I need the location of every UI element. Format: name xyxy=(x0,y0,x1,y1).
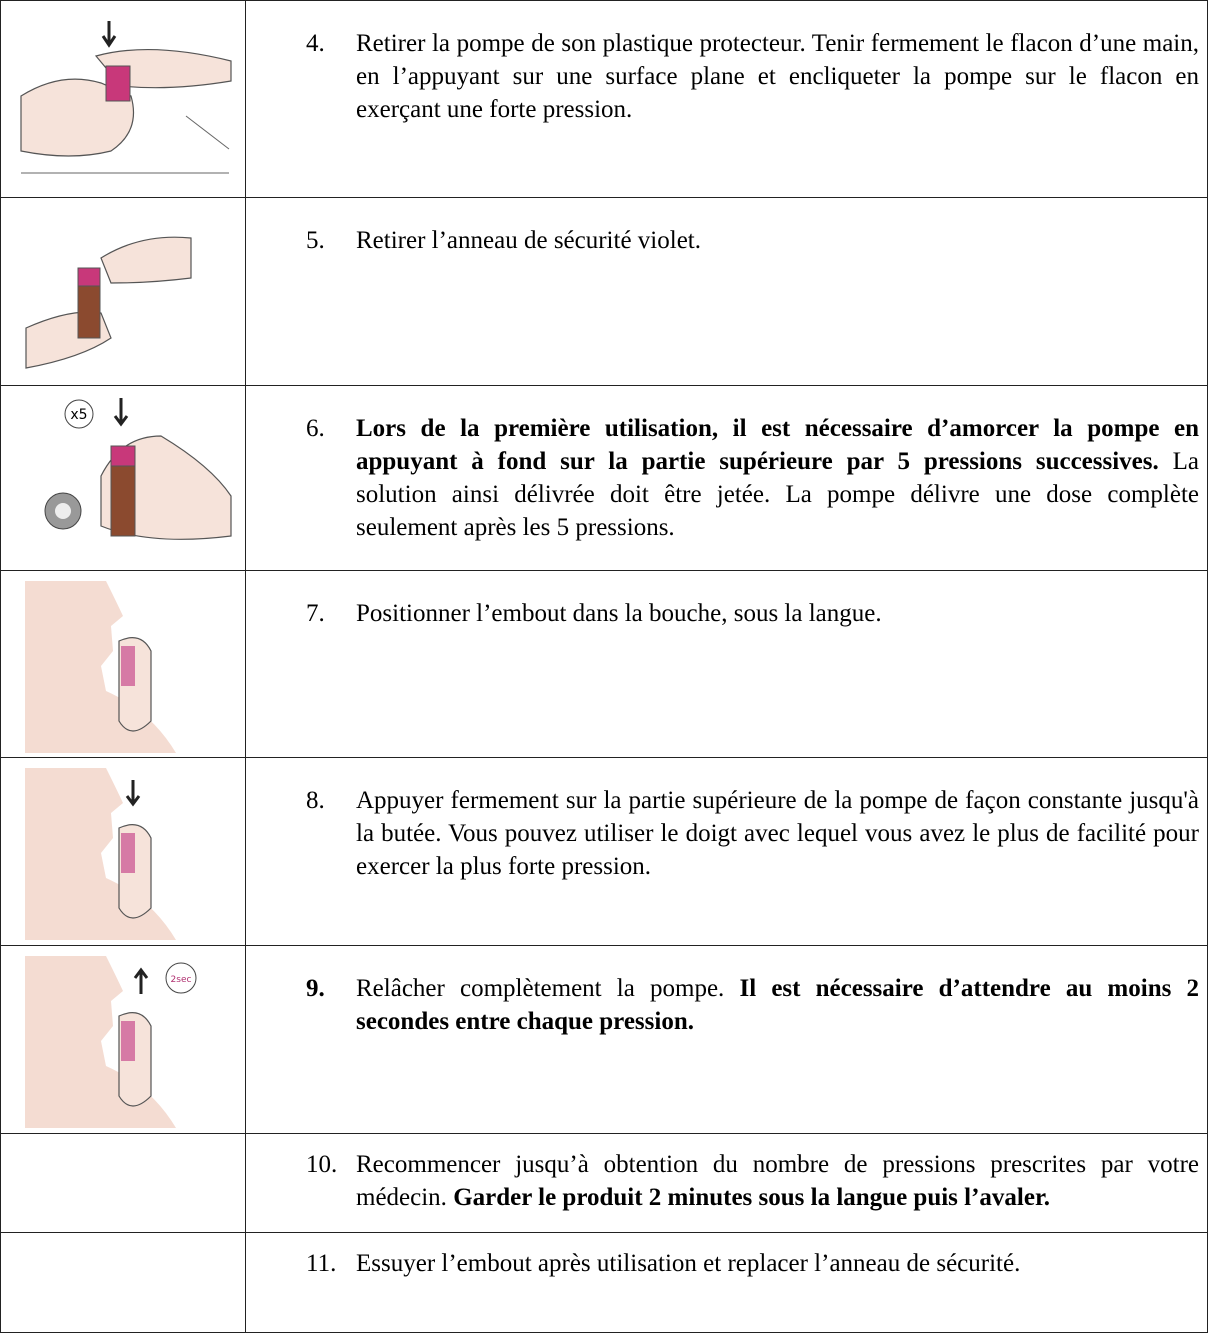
item-number: 11. xyxy=(306,1250,337,1277)
item-text: Positionner l’embout dans la bouche, sou… xyxy=(356,597,1199,630)
illustration-cell xyxy=(0,0,246,198)
text-run: Appuyer fermement sur la partie supérieu… xyxy=(356,787,1199,880)
text-run: Retirer la pompe de son plastique protec… xyxy=(356,30,1199,123)
list-item: 11. Essuyer l’embout après utilisation et… xyxy=(246,1247,1199,1280)
item-text: Essuyer l’embout après utilisation et re… xyxy=(356,1247,1199,1280)
text-cell: 8. Appuyer fermement sur la partie supéri… xyxy=(245,757,1208,946)
item-number: 7. xyxy=(306,600,325,627)
list-item: 4. Retirer la pompe de son plastique prot… xyxy=(246,27,1199,126)
illustration-cell xyxy=(0,570,246,758)
item-number: 4. xyxy=(306,30,325,57)
illustration-cell: 2sec xyxy=(0,945,246,1134)
item-text: Relâcher complètement la pompe. Il est n… xyxy=(356,972,1199,1038)
list-item: 8. Appuyer fermement sur la partie supéri… xyxy=(246,784,1199,883)
item-number: 6. xyxy=(306,415,325,442)
text-cell: 11. Essuyer l’embout après utilisation et… xyxy=(245,1232,1208,1333)
row: 11. Essuyer l’embout après utilisation et… xyxy=(0,1232,1208,1333)
text-cell: 4. Retirer la pompe de son plastique prot… xyxy=(245,0,1208,198)
text-cell: 7. Positionner l’embout dans la bouche, s… xyxy=(245,570,1208,758)
item-number: 5. xyxy=(306,227,325,254)
row: 5. Retirer l’anneau de sécurité violet. xyxy=(0,197,1208,386)
text-run: Il est nécessaire d’attendre au moins 2 … xyxy=(356,975,1199,1035)
item-text: Appuyer fermement sur la partie supérieu… xyxy=(356,784,1199,883)
row: x5 6. Lors de la première utilisation, il… xyxy=(0,385,1208,571)
list-item: 7. Positionner l’embout dans la bouche, s… xyxy=(246,597,1199,630)
text-cell: 6. Lors de la première utilisation, il es… xyxy=(245,385,1208,571)
text-cell: 10. Recommencer jusqu’à obtention du nomb… xyxy=(245,1133,1208,1233)
item-number: 8. xyxy=(306,787,325,814)
item-text: Retirer l’anneau de sécurité violet. xyxy=(356,224,1199,257)
illustration xyxy=(25,236,192,369)
row: 4. Retirer la pompe de son plastique prot… xyxy=(0,0,1208,198)
item-text: Retirer la pompe de son plastique protec… xyxy=(356,27,1199,126)
list-item: 5. Retirer l’anneau de sécurité violet. xyxy=(246,224,1199,257)
item-text: Recommencer jusqu’à obtention du nombre … xyxy=(356,1148,1199,1214)
list-item: 10. Recommencer jusqu’à obtention du nomb… xyxy=(246,1148,1199,1214)
row: 7. Positionner l’embout dans la bouche, s… xyxy=(0,570,1208,758)
illustration xyxy=(25,768,176,940)
icon-label: 2sec xyxy=(171,975,192,985)
text-run: Essuyer l’embout après utilisation et re… xyxy=(356,1250,1021,1277)
illustration: x5 xyxy=(44,398,232,540)
text-run: Recommencer jusqu’à obtention du nombre … xyxy=(356,1151,1199,1211)
text-run: Garder le produit 2 minutes sous la lang… xyxy=(453,1184,1051,1211)
illustration xyxy=(25,581,176,753)
text-cell: 9. Relâcher complètement la pompe. Il est… xyxy=(245,945,1208,1134)
icon-label: x5 xyxy=(70,407,87,423)
list-item: 9. Relâcher complètement la pompe. Il est… xyxy=(246,972,1199,1038)
illustration: 2sec xyxy=(25,956,197,1128)
text-run: Lors de la première utilisation, il est … xyxy=(356,415,1199,475)
text-run: Positionner l’embout dans la bouche, sou… xyxy=(356,600,882,627)
item-number: 9. xyxy=(306,975,325,1002)
empty-cell xyxy=(0,1232,246,1333)
illustration xyxy=(20,21,232,174)
row: 10. Recommencer jusqu’à obtention du nomb… xyxy=(0,1133,1208,1233)
text-cell: 5. Retirer l’anneau de sécurité violet. xyxy=(245,197,1208,386)
item-number: 10. xyxy=(306,1151,338,1178)
text-run: Relâcher complètement la pompe. xyxy=(356,975,740,1002)
illustration-cell: x5 xyxy=(0,385,246,571)
row: 2sec 9. Relâcher complètement la pompe. I… xyxy=(0,945,1208,1134)
text-run: Retirer l’anneau de sécurité violet. xyxy=(356,227,701,254)
illustration-cell xyxy=(0,197,246,386)
row: 8. Appuyer fermement sur la partie supéri… xyxy=(0,757,1208,946)
text-run: La solution ainsi délivrée doit être jet… xyxy=(356,448,1199,541)
item-text: Lors de la première utilisation, il est … xyxy=(356,412,1199,544)
illustration-cell xyxy=(0,757,246,946)
empty-cell xyxy=(0,1133,246,1233)
list-item: 6. Lors de la première utilisation, il es… xyxy=(246,412,1199,544)
